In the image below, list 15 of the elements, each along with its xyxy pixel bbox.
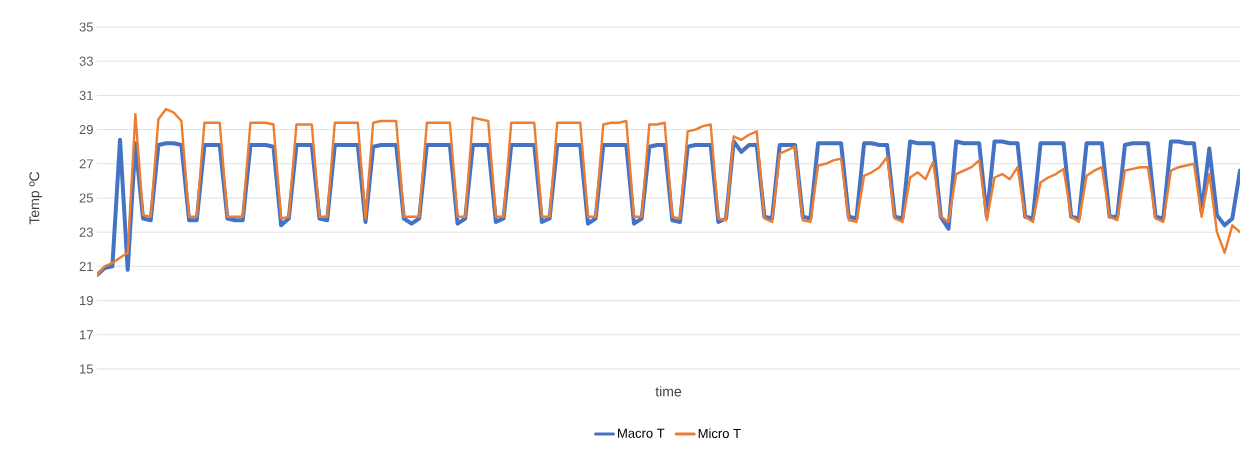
y-tick-label: 33	[79, 56, 93, 66]
y-axis-title: Temp ºC	[29, 171, 43, 225]
x-axis-title: time	[655, 386, 682, 397]
y-tick-label: 35	[79, 22, 93, 32]
y-tick-label: 25	[79, 193, 93, 203]
y-tick-label: 19	[80, 295, 93, 306]
y-tick-label: 31	[79, 90, 93, 100]
y-tick-label: 27	[79, 159, 93, 169]
legend-label: Macro T	[618, 428, 665, 438]
y-tick-label: 15	[80, 364, 93, 374]
y-tick-label: 17	[80, 330, 93, 340]
y-tick-label: 23	[79, 227, 93, 237]
y-tick-label: 29	[79, 124, 93, 135]
y-tick-label: 21	[79, 261, 93, 271]
legend-label: Micro T	[698, 428, 741, 439]
